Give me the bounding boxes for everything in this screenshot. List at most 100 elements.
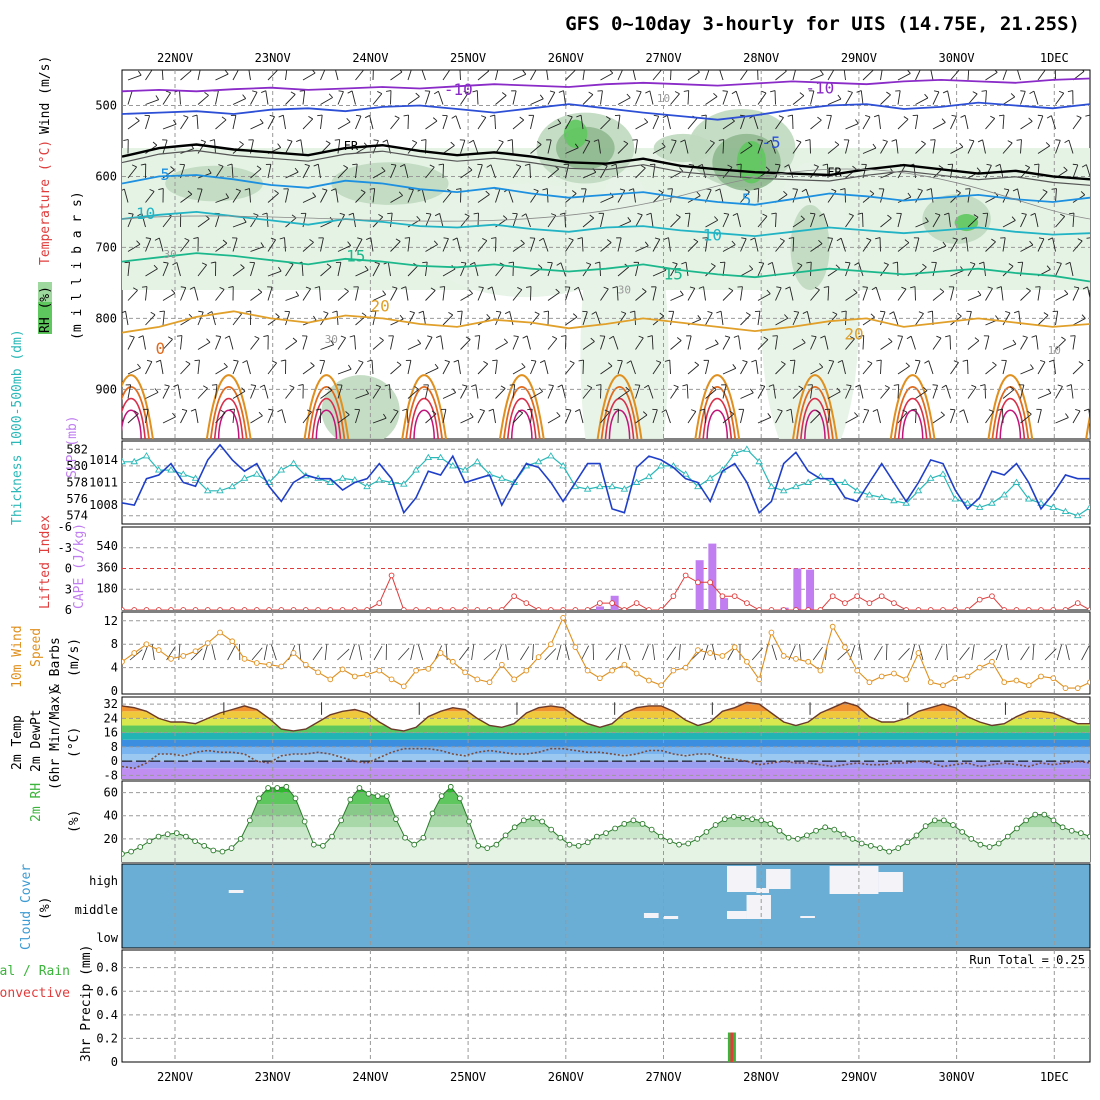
- barb-shaft: [176, 262, 181, 277]
- wind-barb: [230, 114, 237, 130]
- barb-shaft: [897, 118, 909, 130]
- wind-barb: [757, 261, 765, 277]
- barb-shaft: [547, 122, 561, 130]
- barb-flag: [138, 335, 144, 339]
- lifted-index-line-point: [437, 607, 444, 610]
- barb-flag: [837, 94, 842, 100]
- barb-flag: [502, 215, 508, 220]
- barb-flag: [848, 213, 854, 216]
- barb-flag: [296, 139, 301, 142]
- wind-barb: [810, 70, 824, 81]
- barb-shaft: [600, 165, 608, 179]
- barb-flag: [527, 408, 533, 411]
- wind-speed-line-point: [719, 653, 726, 659]
- wind-barb: [897, 409, 908, 424]
- barb-shaft: [317, 164, 321, 179]
- barb-flag: [415, 92, 420, 97]
- wind-barb: [792, 70, 796, 81]
- barb-flag: [223, 362, 228, 368]
- barb-shaft: [880, 217, 892, 228]
- wind-speed-line-point: [903, 676, 910, 683]
- barb-shaft: [985, 71, 998, 81]
- wind-speed-line-point: [229, 638, 236, 645]
- wind-barb: [857, 212, 864, 228]
- barb-flag: [696, 70, 700, 73]
- wind-barb: [787, 114, 794, 130]
- barb-flag: [992, 361, 997, 366]
- barb-shaft: [722, 262, 726, 277]
- surface-barb: [337, 648, 350, 661]
- barb-flag: [259, 384, 265, 388]
- wind-barb: [364, 115, 374, 130]
- wind-barb: [402, 408, 409, 424]
- barb-shaft: [1002, 343, 1017, 350]
- surface-barb: [799, 644, 802, 661]
- barb-shaft: [127, 166, 137, 179]
- precip-tick: 0.4: [96, 1008, 118, 1022]
- wind-speed-line-point: [1074, 685, 1081, 691]
- wind-barb: [372, 167, 386, 179]
- wind-barb: [661, 409, 671, 424]
- barb-shaft: [354, 335, 356, 350]
- barb-flag: [839, 66, 844, 68]
- wind-barb: [547, 336, 558, 350]
- wind-barb: [839, 66, 846, 81]
- barb-shaft: [915, 70, 921, 81]
- wind-barb: [565, 360, 575, 375]
- barb-flag: [679, 167, 684, 172]
- barb-flag: [310, 362, 315, 367]
- wind-barb: [285, 291, 300, 301]
- low-level-temp-loop: [889, 374, 936, 439]
- barb-flag: [221, 116, 227, 121]
- barb-shaft: [1037, 70, 1046, 81]
- barb-shaft: [740, 268, 753, 277]
- dewpoint-line: [122, 747, 1090, 770]
- wind-barb: [1036, 408, 1042, 424]
- barb-flag: [820, 335, 826, 339]
- contour-10: [122, 210, 1090, 238]
- wind-barb: [792, 188, 798, 203]
- ylabel-barbs: & Barbs: [48, 637, 63, 692]
- barb-shaft: [473, 140, 479, 154]
- barb-flag: [806, 261, 812, 264]
- barb-flag: [568, 237, 574, 241]
- barb-shaft: [438, 91, 444, 105]
- barb-flag: [926, 66, 931, 68]
- barb-flag: [792, 188, 798, 190]
- barb-shaft: [162, 338, 173, 350]
- barb-flag: [903, 116, 909, 120]
- barb-shaft: [670, 216, 681, 228]
- wind-barb: [487, 286, 496, 301]
- barb-shaft: [722, 367, 736, 375]
- low-level-temp-loop: [502, 386, 541, 439]
- wind-barb: [932, 90, 940, 105]
- wind-barb: [950, 142, 964, 154]
- lifted-index-line-point: [122, 607, 125, 610]
- rh-tick: 40: [104, 809, 118, 823]
- barb-shaft: [1072, 363, 1084, 375]
- barb-shaft: [1020, 290, 1031, 301]
- barb-shaft: [915, 313, 924, 326]
- barb-flag: [1083, 408, 1089, 412]
- thickness-line-point: [277, 466, 286, 473]
- wind-barb: [546, 70, 549, 81]
- barb-shaft: [460, 169, 473, 179]
- barb-flag: [834, 141, 840, 146]
- barb-shaft: [421, 188, 426, 203]
- barb-shaft: [387, 262, 391, 277]
- barb-shaft: [162, 292, 176, 301]
- rh-line-point: [265, 785, 271, 791]
- barb-shaft: [1002, 115, 1005, 130]
- surface-barb: [459, 646, 470, 661]
- barb-flag: [229, 408, 235, 411]
- wind-barb: [232, 359, 239, 375]
- barb-flag: [576, 114, 582, 118]
- barb-shaft: [1037, 145, 1050, 154]
- barb-shaft: [565, 147, 579, 154]
- wind-barb: [1072, 314, 1086, 326]
- surface-barb: [358, 644, 363, 661]
- barb-shaft: [897, 365, 910, 375]
- rh-line-point: [667, 838, 673, 845]
- wind-barb: [819, 213, 829, 228]
- rh-line-point: [1059, 824, 1066, 831]
